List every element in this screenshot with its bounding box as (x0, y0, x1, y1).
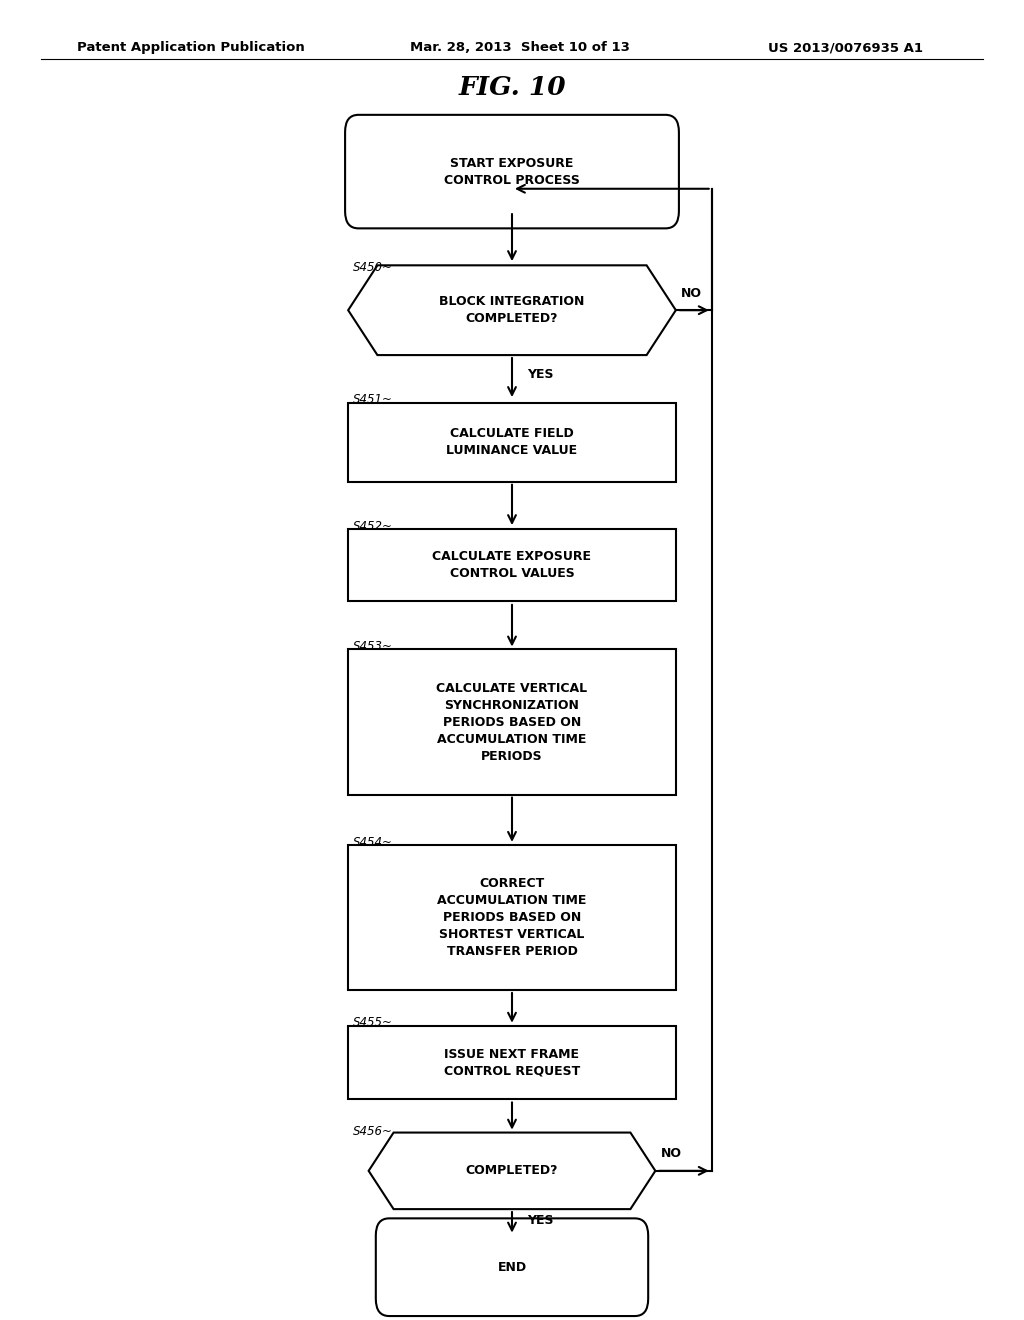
Text: S451~: S451~ (353, 393, 393, 407)
Polygon shape (369, 1133, 655, 1209)
Text: S453~: S453~ (353, 640, 393, 653)
Text: YES: YES (527, 368, 554, 381)
Text: YES: YES (527, 1214, 554, 1228)
Text: Patent Application Publication: Patent Application Publication (77, 41, 304, 54)
Text: CALCULATE EXPOSURE
CONTROL VALUES: CALCULATE EXPOSURE CONTROL VALUES (432, 550, 592, 579)
Text: Mar. 28, 2013  Sheet 10 of 13: Mar. 28, 2013 Sheet 10 of 13 (410, 41, 630, 54)
Bar (348, 649, 676, 795)
Bar (348, 845, 676, 990)
Text: S454~: S454~ (353, 836, 393, 849)
Bar (348, 403, 676, 482)
Text: END: END (498, 1261, 526, 1274)
Text: S452~: S452~ (353, 520, 393, 533)
FancyBboxPatch shape (376, 1218, 648, 1316)
Text: NO: NO (681, 286, 702, 300)
Polygon shape (348, 265, 676, 355)
Text: S450~: S450~ (353, 261, 393, 275)
Bar (348, 528, 676, 602)
Text: ISSUE NEXT FRAME
CONTROL REQUEST: ISSUE NEXT FRAME CONTROL REQUEST (443, 1048, 581, 1077)
Text: CALCULATE FIELD
LUMINANCE VALUE: CALCULATE FIELD LUMINANCE VALUE (446, 428, 578, 457)
Text: START EXPOSURE
CONTROL PROCESS: START EXPOSURE CONTROL PROCESS (444, 157, 580, 186)
Text: CALCULATE VERTICAL
SYNCHRONIZATION
PERIODS BASED ON
ACCUMULATION TIME
PERIODS: CALCULATE VERTICAL SYNCHRONIZATION PERIO… (436, 681, 588, 763)
Text: CORRECT
ACCUMULATION TIME
PERIODS BASED ON
SHORTEST VERTICAL
TRANSFER PERIOD: CORRECT ACCUMULATION TIME PERIODS BASED … (437, 876, 587, 958)
FancyBboxPatch shape (345, 115, 679, 228)
Text: US 2013/0076935 A1: US 2013/0076935 A1 (768, 41, 923, 54)
Bar (348, 1027, 676, 1098)
Text: COMPLETED?: COMPLETED? (466, 1164, 558, 1177)
Text: S456~: S456~ (353, 1125, 393, 1138)
Text: FIG. 10: FIG. 10 (458, 75, 566, 99)
Text: NO: NO (660, 1147, 682, 1160)
Text: BLOCK INTEGRATION
COMPLETED?: BLOCK INTEGRATION COMPLETED? (439, 296, 585, 325)
Text: S455~: S455~ (353, 1016, 393, 1030)
